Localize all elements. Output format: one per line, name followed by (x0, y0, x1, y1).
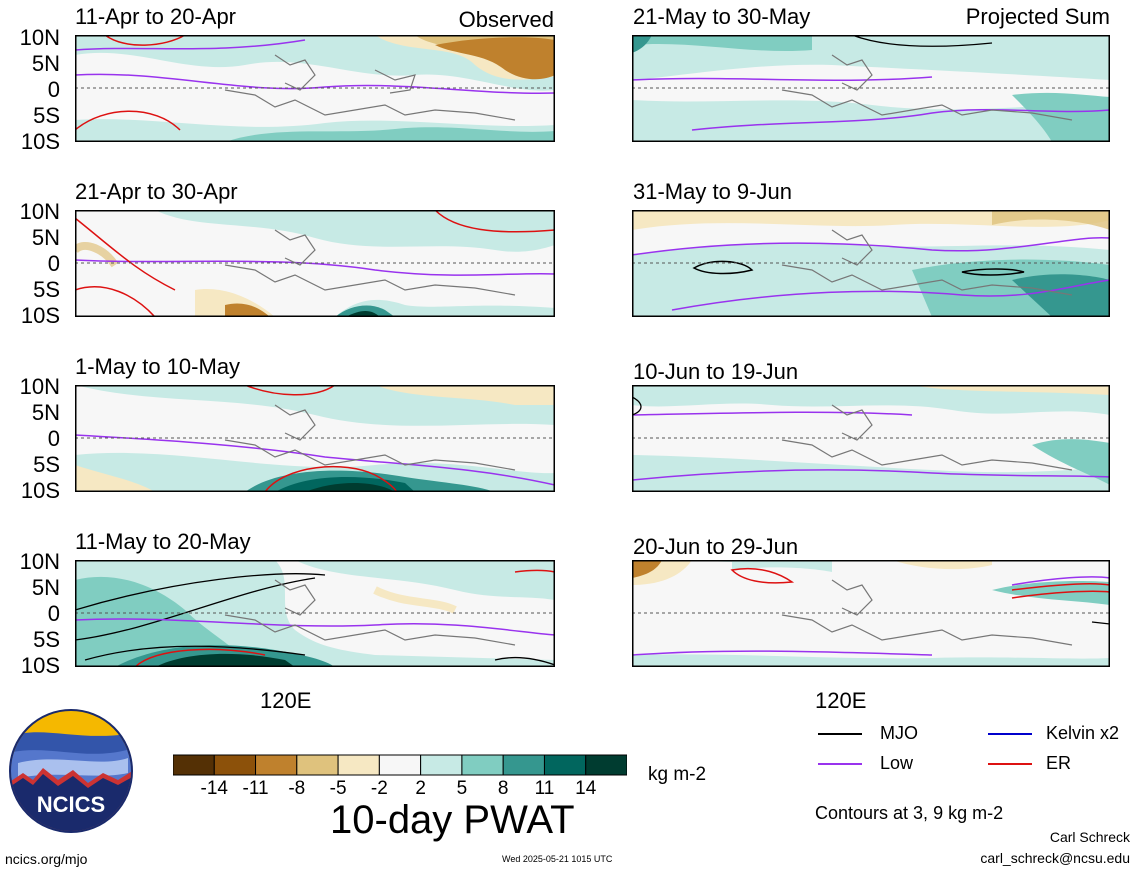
colorbar-tick-label: -8 (288, 778, 306, 799)
panel-title-left-1: 11-Apr to 20-Apr (75, 4, 237, 29)
colorbar-swatch (502, 754, 545, 776)
lat-label: 5N (31, 400, 60, 425)
map-panel-left-1 (75, 35, 555, 142)
lat-label: 10S (20, 303, 60, 328)
panel-title-right-2: 31-May to 9-Jun (633, 179, 792, 204)
lat-label: 10N (19, 25, 60, 50)
map-panel-right-4 (632, 560, 1110, 667)
lat-label: 10S (20, 478, 60, 503)
colorbar-swatch (585, 754, 627, 776)
panel-title-right-4: 20-Jun to 29-Jun (633, 534, 799, 559)
colorbar-swatch (543, 754, 587, 776)
contours-note: Contours at 3, 9 kg m-2 (815, 803, 1004, 823)
colorbar (173, 754, 627, 776)
colorbar-tick-label: -14 (200, 778, 228, 799)
lat-label: 0 (47, 426, 60, 451)
panel-title-right-1: 21-May to 30-May (633, 4, 811, 29)
lat-label: 10N (19, 199, 60, 224)
lat-label: 5S (33, 452, 60, 477)
ncics-logo: NCICS (9, 709, 133, 833)
lat-label: 5S (33, 103, 60, 128)
lat-label: 5S (33, 277, 60, 302)
lat-label: 0 (47, 601, 60, 626)
legend-low-label: Low (880, 753, 914, 773)
map-panel-right-2 (632, 210, 1110, 317)
lat-label: 0 (47, 251, 60, 276)
colorbar-tick-label: 5 (456, 778, 468, 799)
colorbar-units: kg m-2 (648, 764, 707, 785)
map-panel-left-3 (75, 385, 555, 492)
colorbar-swatch (420, 754, 463, 776)
author-email: carl_schreck@ncsu.edu (980, 850, 1130, 866)
legend-er-label: ER (1046, 753, 1072, 773)
panel-title-left-3: 1-May to 10-May (75, 354, 241, 379)
colorbar-swatch (255, 754, 298, 776)
colorbar-swatch (173, 754, 215, 776)
colorbar-tick-label: -2 (370, 778, 388, 799)
lat-label: 10N (19, 374, 60, 399)
colorbar-tick-label: -11 (242, 778, 269, 799)
panel-title-left-2: 21-Apr to 30-Apr (75, 179, 238, 204)
map-panel-right-3 (632, 385, 1110, 492)
colorbar-swatch (461, 754, 504, 776)
colorbar-swatch (296, 754, 339, 776)
ncics-logo-text: NCICS (37, 792, 105, 817)
colorbar-title: 10-day PWAT (330, 798, 575, 842)
timestamp: Wed 2025-05-21 1015 UTC (502, 854, 613, 864)
map-panel-left-2 (75, 210, 555, 317)
legend-mjo-label: MJO (880, 723, 918, 743)
map-panel-left-4 (75, 560, 555, 667)
observed-label: Observed (458, 7, 554, 32)
legend-mjo-line (818, 733, 862, 735)
colorbar-tick-label: 14 (575, 778, 597, 799)
legend-kelvin-line (988, 733, 1032, 735)
colorbar-tick-label: 8 (497, 778, 509, 799)
lat-label: 10N (19, 549, 60, 574)
lat-label: 5N (31, 575, 60, 600)
site-url: ncics.org/mjo (5, 851, 88, 867)
panel-title-left-4: 11-May to 20-May (75, 529, 251, 554)
lat-label: 5N (31, 225, 60, 250)
colorbar-tick-label: 11 (534, 778, 555, 799)
lon-label-right: 120E (815, 688, 867, 713)
lat-label: 5N (31, 51, 60, 76)
colorbar-tick-label: -5 (329, 778, 347, 799)
colorbar-swatch (337, 754, 380, 776)
map-panel-right-1 (632, 35, 1110, 142)
colorbar-swatch (378, 754, 422, 776)
lat-label: 5S (33, 627, 60, 652)
lon-label-left: 120E (260, 688, 312, 713)
colorbar-tick-label: 2 (415, 778, 426, 799)
legend-er-line (988, 763, 1032, 765)
lat-label: 10S (20, 653, 60, 678)
colorbar-swatch (213, 754, 257, 776)
projected-label: Projected Sum (965, 4, 1110, 29)
panel-title-right-3: 10-Jun to 19-Jun (633, 359, 799, 384)
lat-label: 10S (20, 129, 60, 154)
legend-kelvin-label: Kelvin x2 (1046, 723, 1120, 743)
legend-low-line (818, 763, 862, 765)
author-name: Carl Schreck (1049, 829, 1130, 845)
lat-label: 0 (47, 77, 60, 102)
